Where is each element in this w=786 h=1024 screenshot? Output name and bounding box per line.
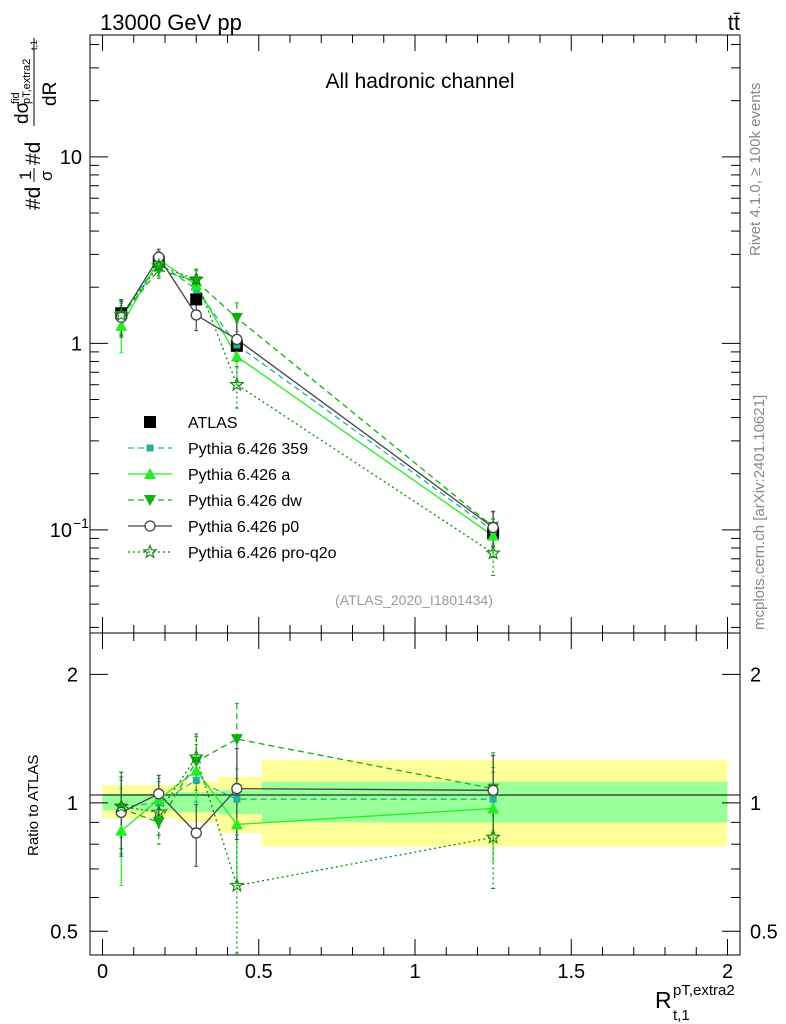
main-panel-frame [89, 34, 741, 634]
ratio-ytick-label-right: 1 [750, 793, 761, 815]
legend-label-359: Pythia 6.426 359 [188, 441, 308, 458]
legend-label-data: ATLAS [188, 415, 238, 432]
ratio-point-a [230, 818, 243, 830]
series-line-pro_q2o [120, 265, 494, 554]
ratio-point-pro_q2o [151, 804, 167, 819]
legend-marker-pro_q2o [142, 543, 158, 559]
ratio-point-pro_q2o [485, 829, 501, 844]
data-point-p0 [487, 521, 499, 534]
data-point-pro_q2o [113, 306, 129, 322]
ratio-axis-ticks: 0.5 0.5 1 1 2 2 0 0.5 1 1.5 2 [50, 633, 778, 983]
legend-label-a: Pythia 6.426 a [188, 467, 290, 484]
data-point-pro_q2o [485, 545, 501, 560]
ratio-xtick-label: 0.5 [245, 961, 273, 983]
ratio-xtick-label: 0 [97, 961, 108, 983]
ylabel-part-hash-d2: #d [22, 142, 45, 165]
ratio-point-dw [152, 817, 165, 829]
ylabel-part-one: 1 [16, 171, 35, 180]
main-ytick-exponent: −1 [73, 515, 89, 531]
legend-marker-dw [144, 495, 156, 506]
legend-marker-data [144, 416, 156, 428]
ratio-band-inner [177, 792, 219, 813]
xlabel-part-t1: t,1 [673, 1007, 690, 1024]
ratio-point-pro_q2o [229, 877, 245, 893]
main-ytick-label: 10 [60, 147, 82, 169]
data-point-pro_q2o [151, 257, 167, 273]
ylabel-part-dsigma: dσ [12, 101, 33, 124]
data-point-dw [230, 312, 243, 324]
ratio-ytick-label-right: 0.5 [750, 921, 778, 943]
header-process-label: tt̄ [728, 10, 740, 35]
ratio-panel: 0.5 0.5 1 1 2 2 0 0.5 1 1.5 2 Ratio to ATLAS R pT,… [25, 632, 778, 1024]
ratio-point-pro_q2o [188, 748, 204, 764]
ylabel-part-ptextra2: pT,extra2 [21, 59, 33, 104]
series-line-p0 [120, 255, 494, 529]
legend-label-dw: Pythia 6.426 dw [188, 493, 302, 510]
ylabel-part-dR: dR [40, 82, 61, 106]
ratio-point-p0 [115, 806, 127, 818]
ratio-xtick-label: 1 [409, 961, 420, 983]
ratio-point-359 [489, 795, 497, 803]
ylabel-part-sigma: σ [37, 170, 56, 181]
ylabel-part-hash-d: #d [22, 187, 45, 210]
data-point-data [190, 293, 203, 306]
ratio-point-p0 [153, 788, 165, 800]
ratio-point-p0 [190, 827, 202, 839]
header-energy-label: 13000 GeV pp [100, 10, 242, 35]
ratio-point-pro_q2o [113, 798, 129, 814]
series-line-a [120, 258, 494, 537]
data-point-pro_q2o [188, 271, 204, 287]
legend-marker-a [144, 468, 156, 479]
ratio-ytick-label-left: 0.5 [50, 921, 78, 943]
mcplots-source-label: mcplots.cern.ch [arXiv:2401.10621] [751, 395, 768, 630]
legend-marker-359 [146, 444, 154, 452]
xlabel-part-R: R [655, 987, 672, 1013]
ratio-error-bars [119, 702, 496, 954]
data-point-a [115, 319, 128, 331]
series-line-dw [120, 269, 494, 528]
data-point-p0 [153, 251, 165, 263]
ratio-point-p0 [231, 782, 243, 795]
ratio-series-points [113, 734, 501, 893]
main-series-lines [120, 255, 494, 554]
ratio-xtick-label: 2 [722, 961, 733, 983]
rivet-version-label: Rivet 4.1.0, ≥ 100k events [747, 83, 764, 256]
data-point-pro_q2o [229, 376, 245, 392]
xlabel-part-ptextra2: pT,extra2 [673, 982, 735, 999]
data-point-a [487, 529, 500, 541]
ratio-point-a [115, 824, 128, 836]
data-point-p0 [231, 333, 243, 346]
legend: ATLAS Pythia 6.426 359 Pythia 6.426 a Pythi… [128, 415, 337, 562]
ratio-point-dw [230, 734, 243, 746]
ratio-xlabel: R pT,extra2 t,1 [655, 982, 735, 1024]
legend-marker-p0 [144, 520, 156, 532]
main-error-bars [119, 248, 496, 576]
main-series-points [113, 251, 501, 560]
ratio-ytick-label-right: 2 [750, 664, 761, 686]
ratio-xtick-label: 1.5 [557, 961, 585, 983]
legend-label-pro_q2o: Pythia 6.426 pro-q2o [188, 545, 337, 562]
channel-title: All hadronic channel [325, 70, 514, 93]
main-ytick-label: 10 [50, 520, 72, 542]
ratio-point-a [487, 802, 500, 814]
ratio-point-359 [192, 776, 200, 784]
data-point-a [230, 350, 243, 362]
ratio-ylabel: Ratio to ATLAS [25, 755, 42, 856]
analysis-tag: (ATLAS_2020_I1801434) [335, 592, 493, 608]
data-point-p0 [190, 309, 202, 321]
main-ytick-label: 1 [71, 333, 82, 355]
ylabel-part-fid: fid [10, 92, 22, 104]
ratio-ytick-label-left: 2 [67, 664, 78, 686]
series-line-359 [120, 261, 494, 532]
ratio-point-359 [233, 795, 241, 803]
ratio-point-a [190, 764, 203, 776]
ratio-ytick-label-left: 1 [67, 793, 78, 815]
ratio-point-p0 [487, 784, 499, 796]
legend-label-p0: Pythia 6.426 p0 [188, 519, 299, 536]
main-ylabel: #d 1 σ #d dσ fid pT,extra2 t,1 dR [10, 38, 61, 210]
ratio-line-pro_q2o [121, 755, 494, 887]
